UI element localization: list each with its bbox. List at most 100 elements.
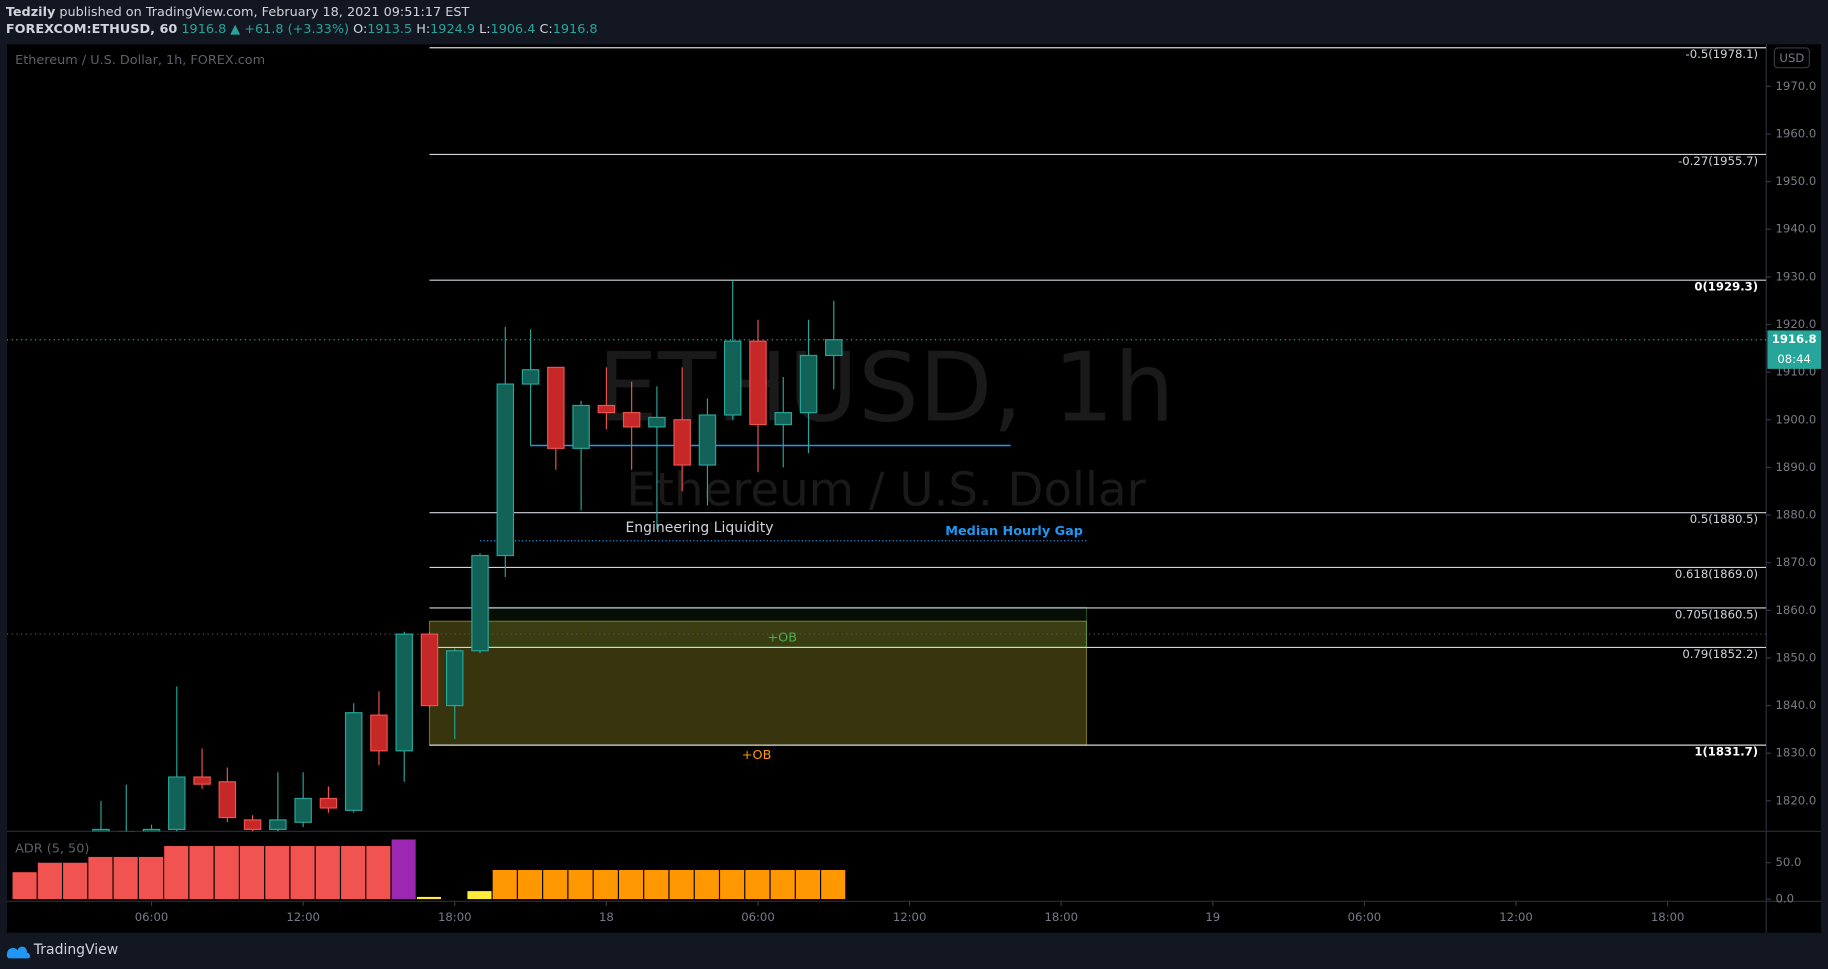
chart-title: Ethereum / U.S. Dollar, 1h, FOREX.com: [15, 53, 265, 68]
adr-bar: [694, 870, 719, 900]
candle-body: [597, 404, 616, 414]
watermark: ETHUSD, 1h: [598, 332, 1175, 444]
y-tick-label: 0.0: [1776, 892, 1795, 906]
candle-body: [825, 339, 843, 357]
ohlc-key: L:: [479, 22, 490, 37]
indicator-title: ADR (5, 50): [15, 841, 89, 856]
adr-bar: [745, 870, 770, 900]
plot: +OB +OB -0.5(1978.1) -0.27(1955.7) 0(1929.3)…: [6, 47, 1767, 832]
author: Tedzily: [6, 4, 56, 19]
adr-bar: [467, 891, 492, 900]
adr-bar: [821, 870, 846, 900]
adr-bar: [164, 846, 189, 900]
x-tick-label: 18:00: [438, 910, 472, 924]
fib-label: 0.5(1880.5): [1690, 512, 1758, 526]
candle-body: [622, 412, 641, 428]
candle-body: [420, 633, 439, 707]
published: published on TradingView.com, February 1…: [59, 4, 469, 19]
adr-bar: [492, 870, 517, 900]
x-tick-label: 06:00: [1348, 910, 1382, 924]
adr-bar: [568, 870, 593, 900]
candle-body: [269, 819, 287, 831]
level-label: Median Hourly Gap: [945, 524, 1083, 539]
candle-body: [723, 340, 742, 416]
order-block: [428, 620, 1088, 746]
ohlc-value: 1906.4: [491, 22, 536, 37]
x-tick-label: 12:00: [893, 910, 927, 924]
adr-bar: [290, 846, 315, 900]
x-tick-label: 12:00: [286, 910, 320, 924]
last-price-label: 1916.8: [1772, 332, 1817, 346]
adr-bar: [619, 870, 644, 900]
candle-body: [218, 781, 237, 819]
brand-logo[interactable]: [6, 946, 31, 959]
countdown: 08:44: [1777, 352, 1811, 366]
order-block-label: +OB: [742, 748, 772, 763]
currency-button[interactable]: [1773, 47, 1810, 69]
y-tick-label: 1890.0: [1776, 460, 1817, 474]
adr-bar: [265, 846, 290, 900]
change: 1916.8 ▲ +61.8 (+3.33%): [181, 22, 349, 37]
brand[interactable]: TradingView: [6, 942, 118, 959]
adr-bar: [315, 846, 340, 900]
candle-body: [344, 712, 363, 811]
adr-bar: [593, 870, 618, 900]
x-tick-label: 18:00: [1651, 910, 1685, 924]
adr-bar: [795, 870, 820, 900]
y-tick-label: 1970.0: [1776, 79, 1817, 93]
candle-body: [774, 412, 792, 426]
brand-name[interactable]: TradingView: [33, 942, 118, 958]
ohlc-key: H:: [416, 22, 430, 37]
x-tick-label: 12:00: [1499, 910, 1533, 924]
adr-bar: [366, 846, 391, 900]
ohlc-value: 1924.9: [430, 22, 475, 37]
x-tick-label: 19: [1205, 910, 1220, 924]
candle-body: [673, 419, 691, 466]
y-tick-label: 1860.0: [1776, 603, 1817, 617]
candle-body: [446, 650, 464, 707]
candle-body: [749, 340, 767, 426]
y-tick-label: 1880.0: [1776, 508, 1817, 522]
x-tick-label: 06:00: [135, 910, 169, 924]
ohlc-key: C:: [539, 22, 552, 37]
adr-bar: [189, 846, 214, 900]
candle-body: [319, 797, 338, 809]
fib-label: 0.705(1860.5): [1675, 607, 1758, 621]
fib-label: 1(1831.7): [1694, 745, 1758, 759]
fib-label: 0.618(1869.0): [1675, 567, 1758, 581]
x-tick-label: 18:00: [1044, 910, 1078, 924]
last-price-badge: [1767, 330, 1822, 369]
candle-body: [370, 714, 388, 752]
order-block-label: +OB: [767, 630, 797, 645]
symbol-line: FOREXCOM:ETHUSD, 60 1916.8 ▲ +61.8 (+3.3…: [6, 22, 598, 37]
adr-bar: [341, 846, 366, 900]
candle-body: [243, 819, 262, 831]
candle-body: [142, 828, 161, 832]
adr-bar: [517, 870, 543, 900]
axes: 1820.01830.01840.01850.01860.01870.01880…: [12, 79, 1822, 924]
y-tick-label: 1870.0: [1776, 555, 1817, 569]
candle-body: [547, 366, 565, 449]
y-tick-label: 1850.0: [1776, 650, 1817, 664]
currency[interactable]: USD: [1779, 51, 1804, 65]
fib-label: 0.79(1852.2): [1682, 647, 1758, 661]
symbol: FOREXCOM:ETHUSD, 60: [6, 22, 178, 37]
y-tick-label: 50.0: [1776, 855, 1802, 869]
adr-bar: [113, 856, 138, 900]
candle-body: [294, 797, 312, 823]
adr-bar: [138, 856, 164, 900]
adr-bar: [214, 846, 239, 900]
candle-body: [572, 404, 590, 449]
candle-body: [168, 776, 186, 831]
adr-bar: [644, 870, 669, 900]
adr-bar: [720, 870, 745, 900]
adr-bar: [543, 870, 568, 900]
x-tick-label: 06:00: [741, 910, 775, 924]
adr-bar: [12, 872, 37, 900]
adr-bar: [88, 856, 113, 900]
publish-line: Tedzily published on TradingView.com, Fe…: [6, 4, 470, 19]
fib-label: 0(1929.3): [1694, 280, 1758, 294]
candle-body: [648, 416, 666, 428]
ohlc-key: O:: [353, 22, 367, 37]
